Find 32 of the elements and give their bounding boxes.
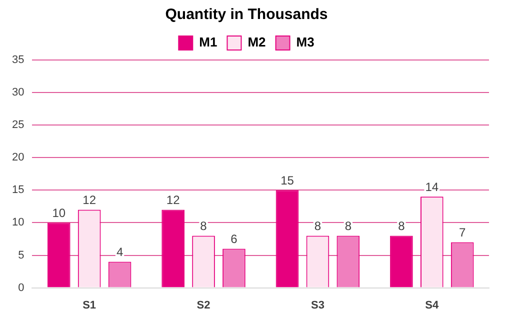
y-tick-label: 5: [18, 249, 24, 262]
data-label: 8: [314, 219, 322, 234]
legend-label: M1: [199, 34, 218, 50]
legend-label: M2: [248, 34, 266, 50]
y-tick-label: 10: [12, 216, 24, 229]
bar: [162, 210, 184, 288]
bar: [47, 222, 70, 288]
y-tick-label: 30: [12, 86, 24, 99]
data-label: 10: [52, 206, 66, 220]
data-label: 4: [116, 245, 124, 260]
data-label: 14: [425, 180, 439, 194]
x-tick-label: S3: [310, 299, 324, 312]
x-tick-label: S4: [425, 299, 440, 312]
chart-title: Quantity in Thousands: [165, 6, 328, 24]
bar: [276, 190, 299, 288]
data-label: 12: [166, 193, 180, 208]
data-label: 8: [200, 219, 208, 234]
data-label: 12: [82, 193, 96, 208]
data-label: 15: [280, 173, 294, 188]
data-label: 6: [230, 232, 238, 246]
y-tick-label: 20: [12, 152, 24, 164]
data-label: 8: [398, 219, 406, 234]
y-tick-label: 25: [12, 119, 24, 132]
y-tick-label: 15: [12, 184, 24, 196]
x-tick-label: S2: [196, 299, 210, 312]
data-label: 8: [344, 219, 352, 234]
y-tick-label: 0: [18, 282, 24, 294]
bar: [390, 236, 413, 288]
y-tick-label: 35: [12, 54, 24, 66]
data-label: 7: [459, 226, 466, 240]
legend-label: M3: [296, 34, 314, 50]
x-tick-label: S1: [82, 299, 96, 312]
